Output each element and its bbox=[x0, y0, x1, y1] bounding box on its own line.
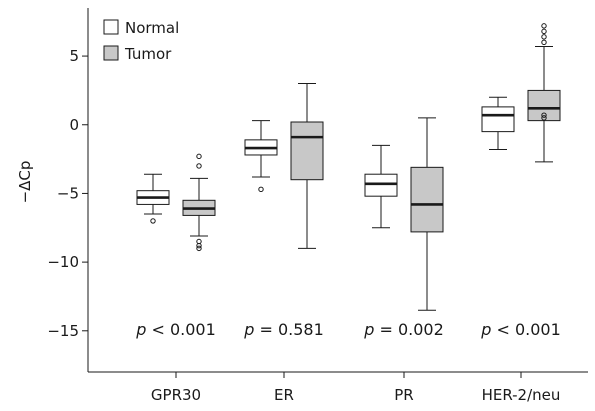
box-tumor-her-2-neu bbox=[527, 23, 561, 163]
p-value: 0.002 bbox=[398, 320, 444, 339]
box-normal-her-2-neu bbox=[481, 96, 515, 150]
outlier-point bbox=[541, 39, 547, 46]
legend-label-normal: Normal bbox=[125, 19, 179, 37]
axes: 5 0 −5 −10 −15 GPR30 ER PR HER-2/neu −ΔCp bbox=[16, 8, 588, 404]
y-tick-label: 5 bbox=[69, 47, 79, 65]
outlier-point bbox=[258, 186, 264, 193]
box-tumor-pr bbox=[410, 117, 444, 311]
outlier-point bbox=[541, 28, 547, 35]
outlier-point bbox=[196, 153, 202, 160]
legend-label-tumor: Tumor bbox=[124, 45, 172, 63]
outlier-point bbox=[541, 34, 547, 40]
box-normal-pr bbox=[364, 144, 398, 229]
legend-swatch-normal bbox=[103, 19, 119, 35]
box-marks bbox=[136, 23, 561, 311]
outlier-point bbox=[196, 245, 202, 252]
y-tick-label: −10 bbox=[47, 253, 79, 271]
x-tick-label: ER bbox=[274, 386, 294, 404]
p-value-label: p = 0.002 bbox=[363, 320, 444, 339]
p-relation: = bbox=[374, 320, 398, 339]
p-symbol: p bbox=[480, 320, 491, 339]
box-normal-gpr30 bbox=[136, 173, 170, 224]
outlier-point bbox=[541, 23, 547, 29]
y-tick-label: −5 bbox=[57, 184, 79, 202]
box-iqr bbox=[290, 121, 324, 181]
outlier-point bbox=[150, 218, 156, 224]
box-iqr bbox=[481, 106, 515, 133]
p-value: 0.001 bbox=[170, 320, 216, 339]
p-value: 0.001 bbox=[515, 320, 561, 339]
box-normal-er bbox=[244, 120, 278, 193]
p-symbol: p bbox=[135, 320, 146, 339]
p-relation: < bbox=[146, 320, 170, 339]
x-tick-label: HER-2/neu bbox=[482, 386, 561, 404]
outlier-point bbox=[541, 112, 547, 118]
p-value: 0.581 bbox=[278, 320, 324, 339]
legend-swatch-tumor bbox=[103, 45, 119, 61]
p-relation: = bbox=[254, 320, 278, 339]
p-symbol: p bbox=[243, 320, 254, 339]
box-iqr bbox=[410, 166, 444, 233]
y-axis-label: −ΔCp bbox=[16, 161, 34, 204]
box-tumor-er bbox=[290, 83, 324, 249]
y-tick-label: 0 bbox=[69, 116, 79, 134]
p-value-label: p < 0.001 bbox=[135, 320, 216, 339]
x-tick-label: PR bbox=[394, 386, 413, 404]
p-value-annotations: p < 0.001 p = 0.581 p = 0.002 p < 0.001 bbox=[135, 320, 561, 339]
p-value-label: p < 0.001 bbox=[480, 320, 561, 339]
box-iqr bbox=[364, 173, 398, 197]
outlier-point bbox=[196, 242, 202, 249]
legend: Normal Tumor bbox=[103, 19, 179, 63]
x-tick-label: GPR30 bbox=[151, 386, 201, 404]
outlier-point bbox=[196, 163, 202, 169]
y-tick-label: −15 bbox=[47, 322, 79, 340]
p-relation: < bbox=[491, 320, 515, 339]
p-symbol: p bbox=[363, 320, 374, 339]
p-value-label: p = 0.581 bbox=[243, 320, 324, 339]
outlier-point bbox=[541, 115, 547, 121]
box-tumor-gpr30 bbox=[182, 153, 216, 252]
